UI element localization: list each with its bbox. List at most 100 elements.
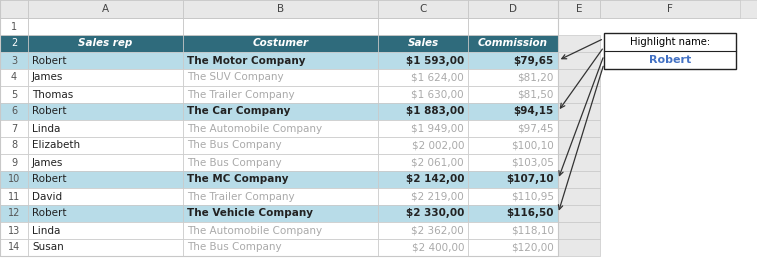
Text: $110,95: $110,95 [511, 192, 554, 202]
Bar [378, 0, 468, 18]
Text: E: E [576, 4, 582, 14]
Bar [183, 188, 378, 205]
Bar [468, 205, 558, 222]
Bar [0, 35, 28, 52]
Text: $2 061,00: $2 061,00 [411, 158, 464, 168]
Text: 3: 3 [11, 56, 17, 66]
Text: The Motor Company: The Motor Company [187, 56, 306, 66]
Bar [378, 35, 468, 52]
Text: The Trailer Company: The Trailer Company [187, 192, 294, 202]
Text: 12: 12 [8, 208, 20, 219]
Bar [558, 239, 600, 256]
Bar [0, 69, 28, 86]
Text: $120,00: $120,00 [511, 242, 554, 252]
Text: $100,10: $100,10 [511, 140, 554, 150]
Text: 5: 5 [11, 90, 17, 100]
Text: $2 400,00: $2 400,00 [412, 242, 464, 252]
Text: Elizabeth: Elizabeth [32, 140, 80, 150]
Bar [378, 120, 468, 137]
Bar [468, 0, 558, 18]
Bar [183, 171, 378, 188]
Text: $2 330,00: $2 330,00 [406, 208, 464, 219]
Bar [558, 103, 600, 120]
Bar [558, 205, 600, 222]
Text: 9: 9 [11, 158, 17, 168]
Bar [468, 120, 558, 137]
Text: A: A [102, 4, 109, 14]
Text: Thomas: Thomas [32, 90, 73, 100]
Text: $107,10: $107,10 [506, 175, 554, 185]
Bar [468, 222, 558, 239]
Text: $116,50: $116,50 [506, 208, 554, 219]
Text: 4: 4 [11, 73, 17, 83]
Bar [0, 120, 28, 137]
Bar [558, 171, 600, 188]
Text: $1 624,00: $1 624,00 [411, 73, 464, 83]
Bar [28, 35, 183, 52]
Bar [468, 154, 558, 171]
Text: James: James [32, 158, 64, 168]
Text: The SUV Company: The SUV Company [187, 73, 284, 83]
Bar [558, 52, 600, 69]
Text: C: C [419, 4, 427, 14]
Bar [183, 86, 378, 103]
Text: 14: 14 [8, 242, 20, 252]
Bar [558, 0, 600, 18]
Bar [183, 120, 378, 137]
Bar [28, 0, 183, 18]
Bar [378, 171, 468, 188]
Text: $2 002,00: $2 002,00 [412, 140, 464, 150]
Bar [183, 52, 378, 69]
Bar [183, 35, 378, 52]
Text: Robert: Robert [32, 175, 67, 185]
Bar [0, 154, 28, 171]
Bar [28, 18, 183, 35]
Text: The Automobile Company: The Automobile Company [187, 123, 322, 133]
Bar [468, 188, 558, 205]
Text: F: F [667, 4, 673, 14]
Text: 13: 13 [8, 225, 20, 235]
Bar [378, 222, 468, 239]
Text: $2 362,00: $2 362,00 [411, 225, 464, 235]
Bar [28, 154, 183, 171]
Text: James: James [32, 73, 64, 83]
Bar [28, 52, 183, 69]
Bar [0, 52, 28, 69]
Bar [183, 154, 378, 171]
Text: $1 949,00: $1 949,00 [411, 123, 464, 133]
Bar [0, 18, 558, 35]
Text: $1 593,00: $1 593,00 [406, 56, 464, 66]
Bar [558, 120, 600, 137]
Bar [0, 0, 558, 256]
Bar [378, 52, 468, 69]
Bar [0, 86, 28, 103]
Bar [28, 69, 183, 86]
Bar [378, 18, 468, 35]
Text: The Bus Company: The Bus Company [187, 158, 282, 168]
Text: The Vehicle Company: The Vehicle Company [187, 208, 313, 219]
Bar [558, 154, 600, 171]
Bar [183, 69, 378, 86]
Bar [0, 18, 28, 35]
Bar [468, 35, 558, 52]
Bar [378, 154, 468, 171]
Bar [183, 222, 378, 239]
Text: D: D [509, 4, 517, 14]
Bar [0, 0, 28, 18]
Bar [378, 205, 468, 222]
Bar [468, 18, 558, 35]
Bar [28, 171, 183, 188]
Text: David: David [32, 192, 62, 202]
Text: Robert: Robert [32, 56, 67, 66]
Text: $81,50: $81,50 [518, 90, 554, 100]
Bar [558, 35, 600, 52]
Text: Sales: Sales [407, 38, 438, 48]
Bar [468, 171, 558, 188]
Text: 7: 7 [11, 123, 17, 133]
Bar [378, 188, 468, 205]
Text: Linda: Linda [32, 123, 61, 133]
Text: 11: 11 [8, 192, 20, 202]
Text: 6: 6 [11, 106, 17, 116]
Bar [558, 222, 600, 239]
Bar [378, 239, 468, 256]
